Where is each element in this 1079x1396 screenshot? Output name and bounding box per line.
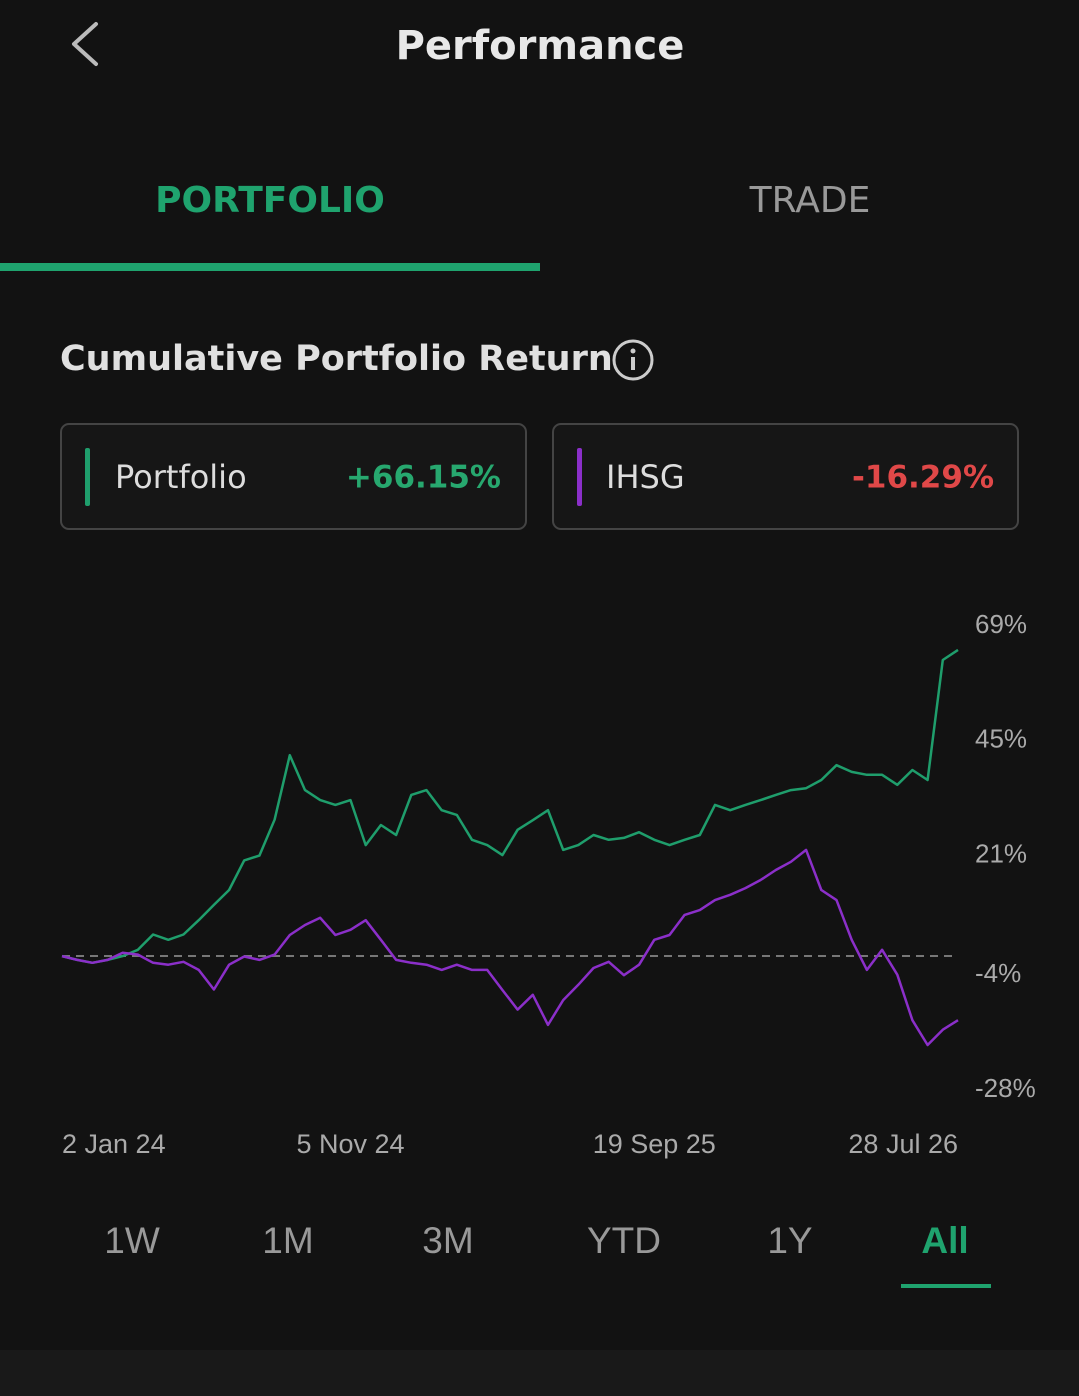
legend-name: Portfolio (115, 458, 247, 496)
range-button[interactable]: 1W (104, 1220, 160, 1261)
back-button[interactable] (72, 22, 98, 66)
legend-value: -16.29% (852, 460, 994, 496)
legend-swatch (577, 448, 582, 506)
y-tick-label: -28% (975, 1073, 1036, 1103)
tab-portfolio[interactable]: PORTFOLIO (155, 180, 385, 221)
page-title: Performance (396, 23, 685, 69)
info-circle (612, 339, 654, 381)
y-tick-label: 69% (975, 609, 1027, 639)
range-button[interactable]: 3M (422, 1220, 473, 1261)
range-button[interactable]: All (921, 1220, 968, 1261)
range-button[interactable]: YTD (587, 1220, 661, 1261)
range-button[interactable]: 1Y (767, 1220, 812, 1261)
info-stem (631, 357, 635, 370)
y-tick-label: -4% (975, 958, 1021, 988)
legend-card: IHSG -16.29% (552, 423, 1019, 530)
y-tick-label: 21% (975, 838, 1027, 868)
chart: 69% 45% 21% -4% -28% 2 Jan 24 5 Nov 24 19 Sep 2… (61, 609, 1036, 1159)
card-frame (552, 423, 1019, 530)
range-button[interactable]: 1M (262, 1220, 313, 1261)
tab-trade[interactable]: TRADE (749, 180, 871, 221)
legend-card: Portfolio +66.15% (60, 423, 527, 530)
x-tick-label: 2 Jan 24 (62, 1129, 166, 1159)
card-frame (60, 423, 527, 530)
y-tick-label: 45% (975, 724, 1027, 754)
info-dot (630, 348, 636, 354)
tab-indicator (0, 263, 540, 271)
info-icon[interactable] (612, 339, 654, 381)
x-tick-label: 5 Nov 24 (297, 1129, 405, 1159)
x-tick-label: 28 Jul 26 (848, 1129, 958, 1159)
range-indicator (901, 1284, 991, 1288)
range-selector: 1W 1M 3M YTD 1Y All (104, 1220, 968, 1261)
x-tick-label: 19 Sep 25 (593, 1129, 716, 1159)
section-title: Cumulative Portfolio Return (60, 339, 613, 379)
legend-swatch (85, 448, 90, 506)
legend-name: IHSG (606, 458, 685, 496)
series-line (61, 648, 959, 965)
series-line (61, 848, 959, 1047)
bottom-band (0, 1350, 1079, 1396)
legend-value: +66.15% (346, 460, 501, 496)
